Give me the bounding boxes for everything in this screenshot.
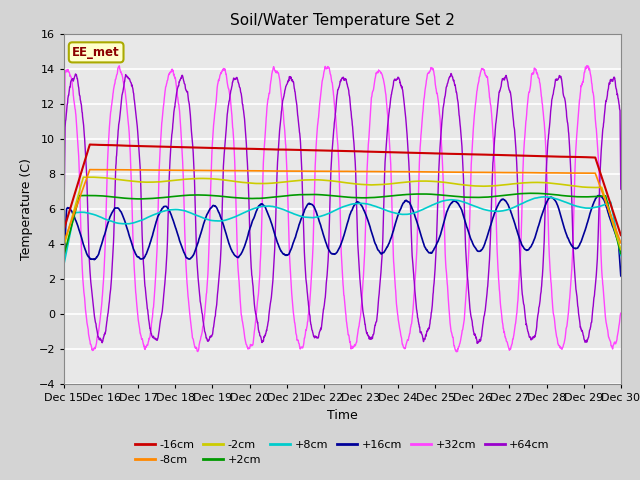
+2cm — [504, 192, 512, 198]
-2cm — [60, 243, 68, 249]
-8cm — [359, 168, 367, 174]
+2cm — [216, 193, 223, 199]
+16cm — [216, 210, 223, 216]
-8cm — [584, 170, 591, 176]
+2cm — [358, 195, 366, 201]
X-axis label: Time: Time — [327, 408, 358, 421]
+16cm — [568, 242, 575, 248]
-2cm — [86, 174, 93, 180]
+64cm — [358, 303, 366, 309]
+64cm — [617, 186, 625, 192]
-16cm — [617, 232, 625, 238]
Line: -8cm: -8cm — [64, 169, 621, 243]
+8cm — [617, 252, 625, 258]
+8cm — [60, 261, 68, 267]
Line: -16cm: -16cm — [64, 144, 621, 235]
Line: +8cm: +8cm — [64, 197, 621, 264]
+8cm — [504, 207, 512, 213]
Legend: -16cm, -8cm, -2cm, +2cm, +8cm, +16cm, +32cm, +64cm: -16cm, -8cm, -2cm, +2cm, +8cm, +16cm, +3… — [131, 435, 554, 469]
+32cm — [504, 344, 512, 349]
+32cm — [584, 65, 591, 71]
-8cm — [568, 170, 575, 176]
+2cm — [531, 191, 538, 196]
-2cm — [359, 181, 367, 187]
+32cm — [216, 76, 223, 82]
-8cm — [504, 170, 512, 176]
+16cm — [617, 273, 625, 279]
-16cm — [568, 154, 575, 160]
+8cm — [584, 205, 591, 211]
+64cm — [371, 325, 378, 331]
+32cm — [583, 63, 591, 69]
+2cm — [60, 252, 68, 258]
-8cm — [617, 240, 625, 246]
+64cm — [474, 340, 481, 346]
+8cm — [358, 201, 366, 206]
-16cm — [216, 145, 223, 151]
-16cm — [60, 226, 68, 232]
+2cm — [568, 193, 575, 199]
+8cm — [568, 202, 575, 207]
+32cm — [568, 266, 575, 272]
+32cm — [60, 192, 68, 198]
-8cm — [216, 168, 223, 173]
+16cm — [583, 221, 591, 227]
Text: EE_met: EE_met — [72, 46, 120, 59]
+64cm — [505, 84, 513, 90]
+64cm — [216, 272, 223, 277]
+16cm — [371, 239, 378, 245]
+32cm — [452, 349, 460, 355]
Line: +16cm: +16cm — [64, 195, 621, 276]
Title: Soil/Water Temperature Set 2: Soil/Water Temperature Set 2 — [230, 13, 455, 28]
+64cm — [447, 71, 455, 76]
Line: +32cm: +32cm — [64, 66, 621, 352]
-16cm — [504, 153, 512, 158]
+16cm — [595, 192, 602, 198]
-8cm — [86, 167, 93, 172]
-8cm — [371, 169, 379, 175]
Y-axis label: Temperature (C): Temperature (C) — [20, 158, 33, 260]
-2cm — [504, 181, 512, 187]
Line: -2cm: -2cm — [64, 177, 621, 250]
+64cm — [568, 207, 576, 213]
+32cm — [617, 310, 625, 316]
-2cm — [568, 183, 575, 189]
-2cm — [584, 184, 591, 190]
-16cm — [371, 149, 379, 155]
+64cm — [584, 337, 591, 343]
-2cm — [371, 182, 379, 188]
+16cm — [504, 202, 512, 208]
-2cm — [216, 177, 223, 182]
+32cm — [371, 79, 378, 84]
+2cm — [371, 194, 378, 200]
+64cm — [60, 220, 68, 226]
+32cm — [358, 289, 366, 295]
+8cm — [216, 218, 223, 224]
+8cm — [371, 203, 378, 209]
-2cm — [617, 247, 625, 252]
+2cm — [584, 194, 591, 200]
-16cm — [86, 142, 93, 147]
+8cm — [540, 194, 547, 200]
+16cm — [358, 204, 366, 210]
Line: +2cm: +2cm — [64, 193, 621, 255]
-16cm — [359, 149, 367, 155]
Line: +64cm: +64cm — [64, 73, 621, 343]
+2cm — [617, 251, 625, 256]
+16cm — [60, 260, 68, 265]
-8cm — [60, 239, 68, 245]
-16cm — [584, 155, 591, 160]
